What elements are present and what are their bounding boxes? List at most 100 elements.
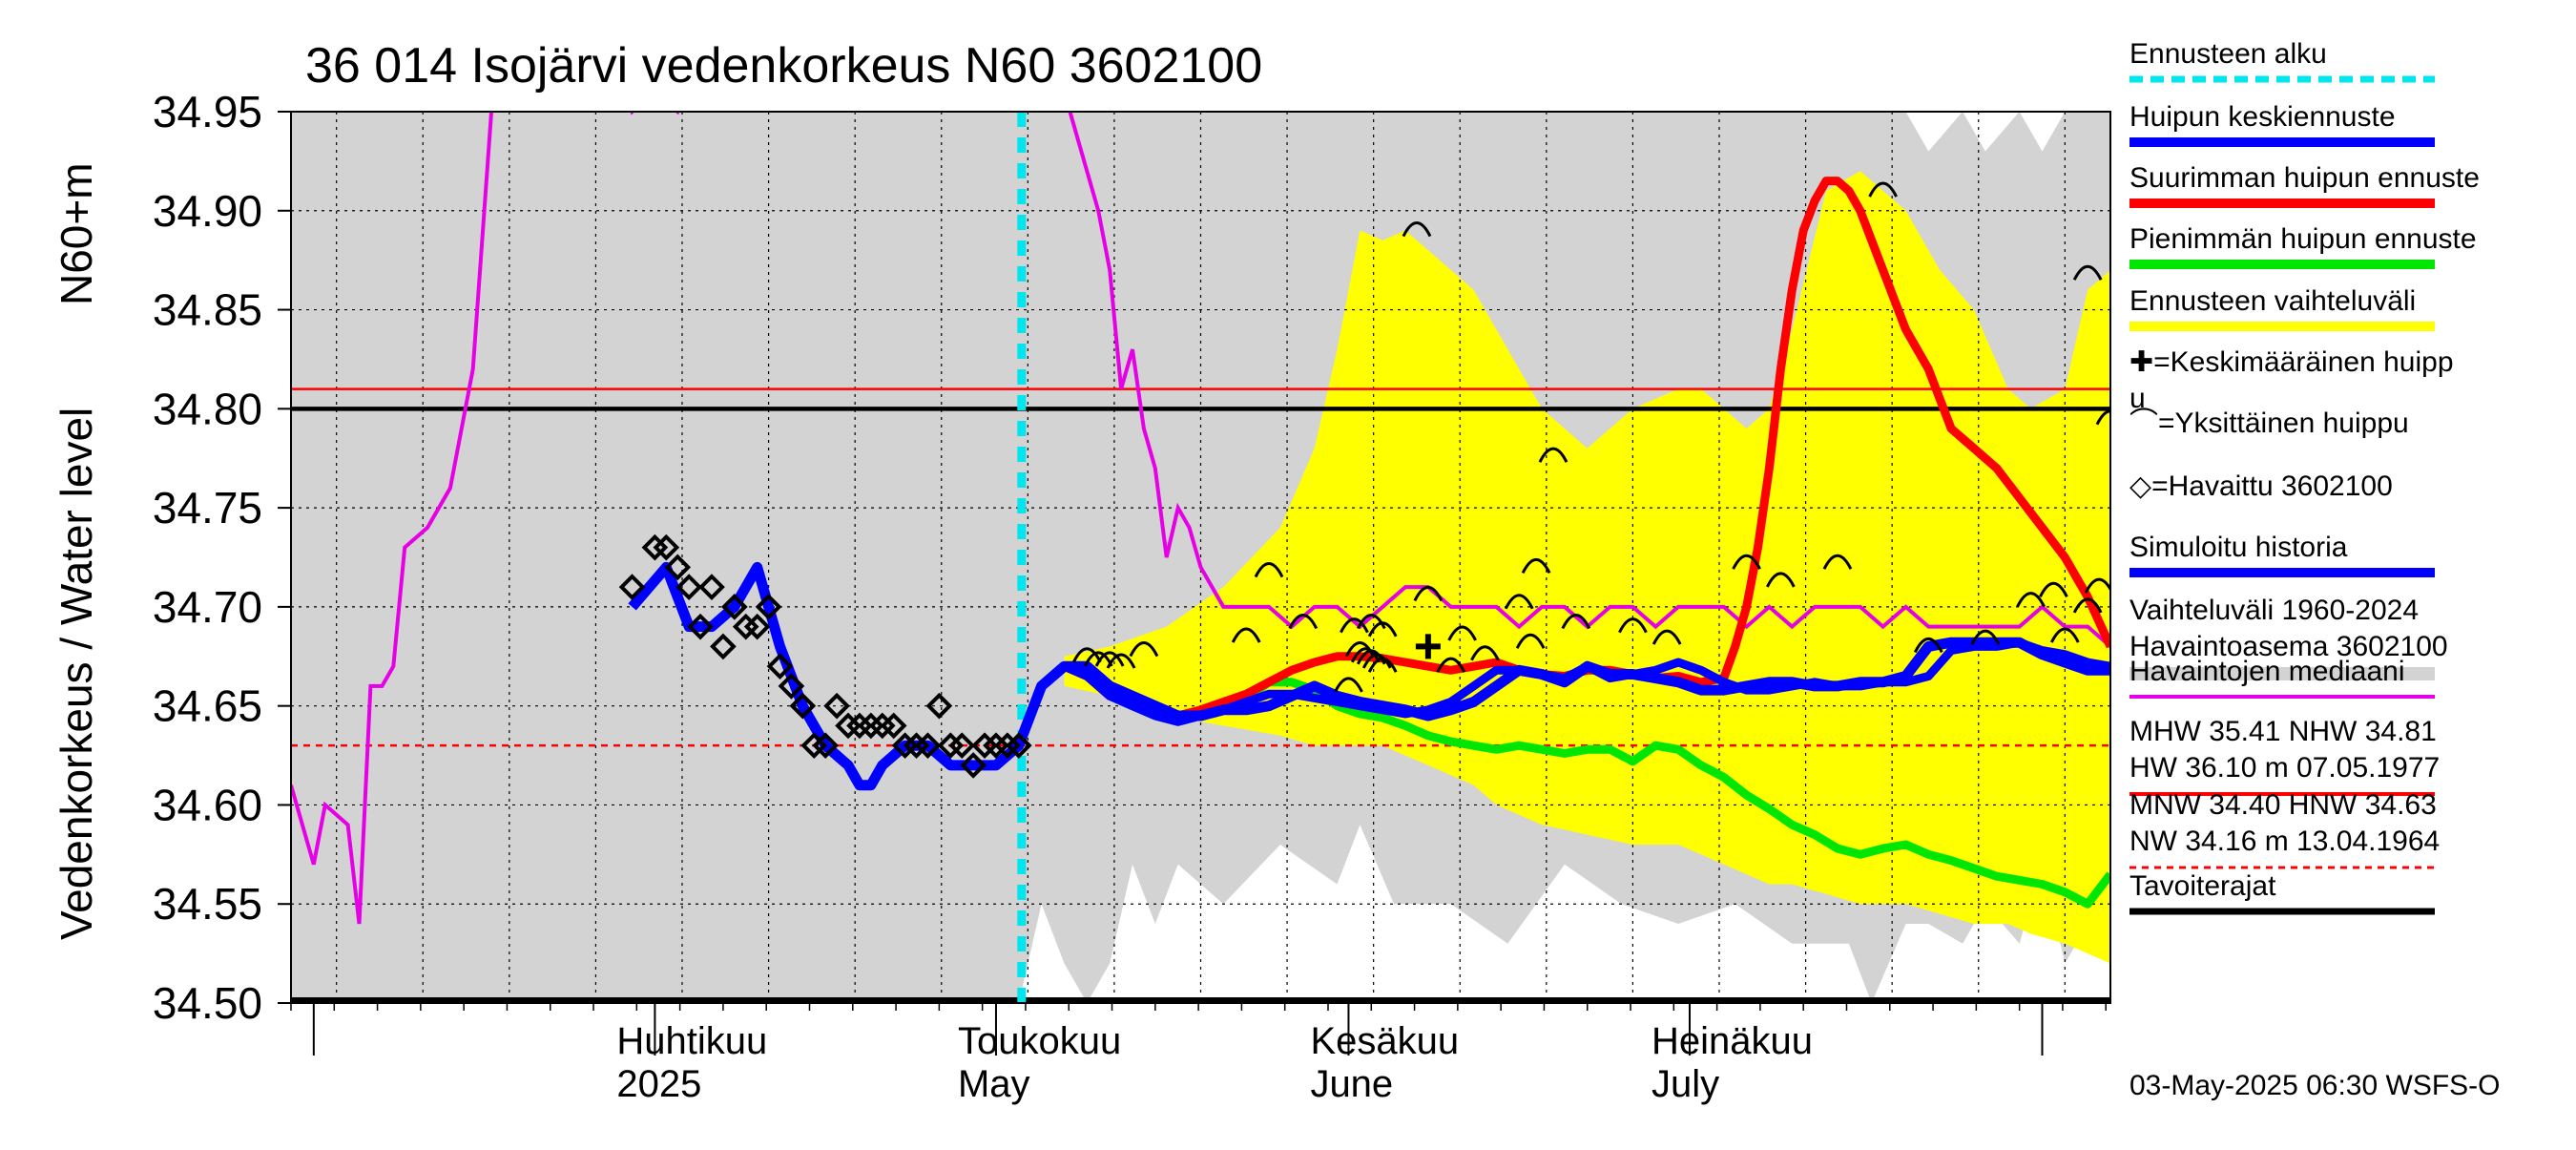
y-axis-unit-label: N60+m — [52, 162, 101, 305]
observed-point-17 — [823, 692, 850, 720]
mean-peak-marker — [1415, 634, 1441, 659]
observed-point-0 — [618, 574, 646, 600]
individual-peak-33 — [1913, 637, 1943, 654]
individual-peak-16 — [1367, 621, 1398, 638]
observed-point-11 — [755, 594, 782, 620]
y-tick-label-9: 34.95 — [153, 87, 262, 136]
y-tick-label-1: 34.55 — [153, 879, 262, 929]
observed-point-8 — [721, 594, 748, 620]
observed-point-10 — [743, 613, 771, 640]
observed-point-7 — [710, 633, 737, 660]
individual-peak-15 — [1356, 614, 1386, 630]
observed-point-3 — [664, 554, 692, 581]
y-tick-label-8: 34.90 — [153, 186, 262, 236]
x-month-sublabel-3: July — [1652, 1063, 1719, 1105]
legend-sublabel-12: NW 34.16 m 13.04.1964 — [2129, 826, 2440, 857]
individual-peak-38 — [2072, 597, 2103, 614]
legend-label-0: Ennusteen alku — [2129, 38, 2327, 70]
x-month-label-0: Huhtikuu — [616, 1020, 767, 1062]
observed-point-26 — [925, 692, 953, 720]
individual-peak-34 — [1970, 629, 2001, 645]
individual-peak-0 — [1071, 647, 1102, 663]
observed-point-6 — [698, 574, 725, 600]
observed-point-13 — [778, 673, 805, 700]
legend-label-11: MHW 35.41 NHW 34.81 — [2129, 716, 2437, 747]
individual-peak-26 — [1561, 614, 1591, 630]
y-tick-label-6: 34.80 — [153, 384, 262, 433]
y-tick-label-2: 34.60 — [153, 780, 262, 829]
chart-title: 36 014 Isojärvi vedenkorkeus N60 3602100 — [305, 38, 1262, 94]
individual-peak-36 — [2039, 581, 2068, 597]
legend-label-1: Huipun keskiennuste — [2129, 101, 2396, 133]
individual-peak-8 — [1334, 677, 1363, 693]
individual-peak-13 — [1367, 657, 1398, 673]
individual-peak-30 — [1766, 572, 1796, 588]
observed-point-5 — [687, 613, 714, 640]
individual-peak-11 — [1356, 649, 1386, 665]
individual-peak-24 — [1521, 557, 1551, 575]
y-axis-label: Vedenkorkeus / Water level — [52, 408, 101, 940]
individual-peak-10 — [1350, 647, 1381, 663]
x-month-sublabel-1: May — [958, 1063, 1030, 1105]
individual-peak-20 — [1447, 625, 1477, 641]
individual-peak-6 — [1254, 562, 1284, 578]
observed-point-33 — [1005, 732, 1032, 760]
individual-peak-22 — [1504, 594, 1534, 610]
individual-peak-5 — [1231, 627, 1261, 643]
individual-peak-3 — [1106, 653, 1136, 669]
individual-peak-37 — [2049, 627, 2080, 643]
median-line — [291, 112, 2110, 925]
x-month-sublabel-2: June — [1310, 1063, 1393, 1105]
legend-sublabel-5: u — [2129, 383, 2146, 414]
individual-peak-4 — [1129, 641, 1159, 658]
individual-peak-7 — [1288, 614, 1319, 630]
individual-peak-28 — [1652, 629, 1682, 645]
observed-point-25 — [914, 732, 942, 760]
legend-label-13: Tavoiterajat — [2129, 870, 2276, 902]
legend-label-6: ⌒=Yksittäinen huippu — [2129, 408, 2409, 439]
individual-peak-41 — [2072, 264, 2103, 281]
individual-peak-40 — [2095, 409, 2110, 426]
observed-point-4 — [675, 574, 702, 600]
y-tick-label-7: 34.85 — [153, 285, 262, 335]
y-tick-label-0: 34.50 — [153, 978, 262, 1028]
plot-area — [291, 112, 2110, 1003]
legend-label-3: Pienimmän huipun ennuste — [2129, 223, 2477, 255]
individual-peak-17 — [1402, 221, 1432, 238]
individual-peak-29 — [1732, 554, 1761, 570]
legend-sublabel-11: HW 36.10 m 07.05.1977 — [2129, 752, 2440, 784]
x-month-label-1: Toukokuu — [958, 1020, 1121, 1062]
forecast-range-band — [1064, 171, 2110, 964]
y-tick-label-5: 34.75 — [153, 483, 262, 533]
plot-frame — [290, 111, 2111, 1004]
individual-peak-14 — [1340, 617, 1369, 634]
observed-point-14 — [789, 692, 817, 720]
observed-point-22 — [880, 712, 907, 740]
individual-peak-31 — [1822, 554, 1853, 570]
individual-peak-12 — [1361, 653, 1392, 669]
legend-label-4: Ennusteen vaihteluväli — [2129, 285, 2416, 317]
individual-peak-32 — [1868, 181, 1898, 198]
legend-swatch-9 — [2129, 667, 2435, 680]
individual-peak-19 — [1436, 657, 1466, 673]
y-tick-label-3: 34.65 — [153, 681, 262, 731]
individual-peak-25 — [1538, 447, 1568, 463]
simulated-history-line — [628, 561, 2110, 791]
observed-point-29 — [960, 752, 987, 779]
legend-label-7: ◇=Havaittu 3602100 — [2129, 470, 2393, 502]
individual-peak-21 — [1470, 645, 1500, 661]
individual-peak-35 — [2016, 592, 2046, 608]
x-month-label-2: Kesäkuu — [1310, 1020, 1459, 1062]
timestamp-label: 03-May-2025 06:30 WSFS-O — [2129, 1070, 2501, 1101]
legend-label-10: Havaintojen mediaani — [2129, 656, 2405, 687]
individual-peak-27 — [1618, 617, 1648, 634]
axes: 34.50 34.55 34.60 34.65 34.70 34.75 34.80 34.85… — [153, 87, 2107, 1105]
legend-label-2: Suurimman huipun ennuste — [2129, 162, 2480, 194]
legend: Ennusteen alku Huipun keskiennuste Suurimm… — [2129, 38, 2480, 915]
observed-point-12 — [766, 653, 794, 680]
observed-point-28 — [948, 732, 976, 760]
legend-label-12: MNW 34.40 HNW 34.63 — [2129, 789, 2437, 821]
legend-label-8: Simuloitu historia — [2129, 532, 2348, 563]
